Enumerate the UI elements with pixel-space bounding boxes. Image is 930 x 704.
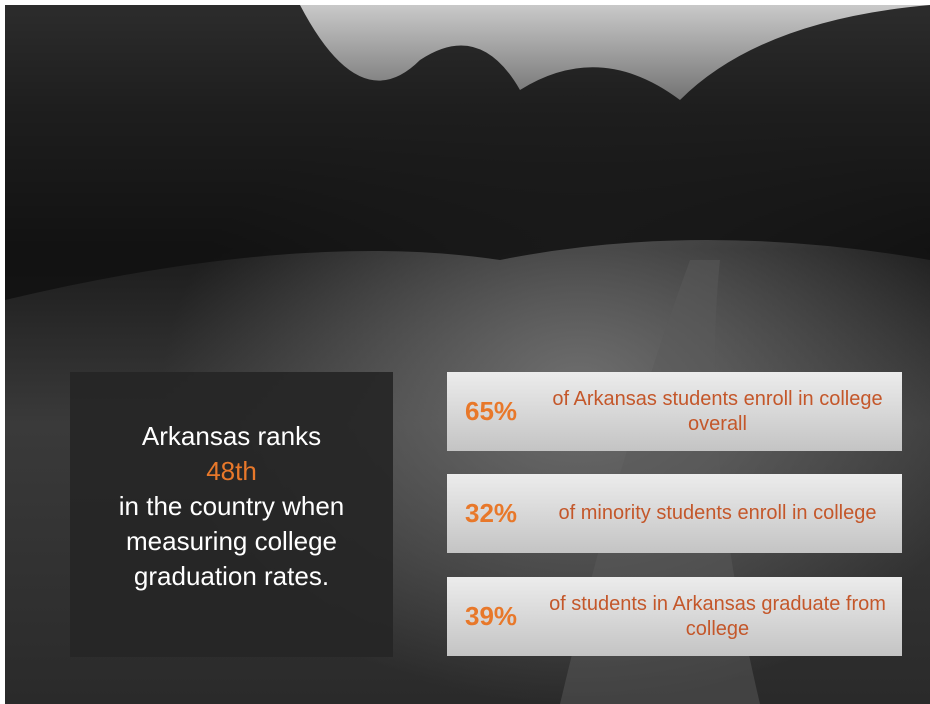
stat-text: of Arkansas students enroll in college o… — [547, 387, 902, 437]
stat-box: 65%of Arkansas students enroll in colleg… — [447, 372, 902, 451]
stat-value: 32% — [447, 498, 547, 529]
callout-box: Arkansas ranks 48th in the country when … — [70, 372, 393, 657]
slide: Arkansas ranks 48th in the country when … — [0, 0, 930, 704]
stat-value: 39% — [447, 601, 547, 632]
callout-text: in the country when measuring college gr… — [119, 491, 344, 591]
callout-text: Arkansas ranks — [142, 421, 321, 451]
stat-text: of students in Arkansas graduate from co… — [547, 592, 902, 642]
stat-box: 39%of students in Arkansas graduate from… — [447, 577, 902, 656]
callout-highlight: 48th — [78, 454, 385, 489]
stat-value: 65% — [447, 396, 547, 427]
stat-text: of minority students enroll in college — [547, 501, 902, 526]
stat-box: 32%of minority students enroll in colleg… — [447, 474, 902, 553]
